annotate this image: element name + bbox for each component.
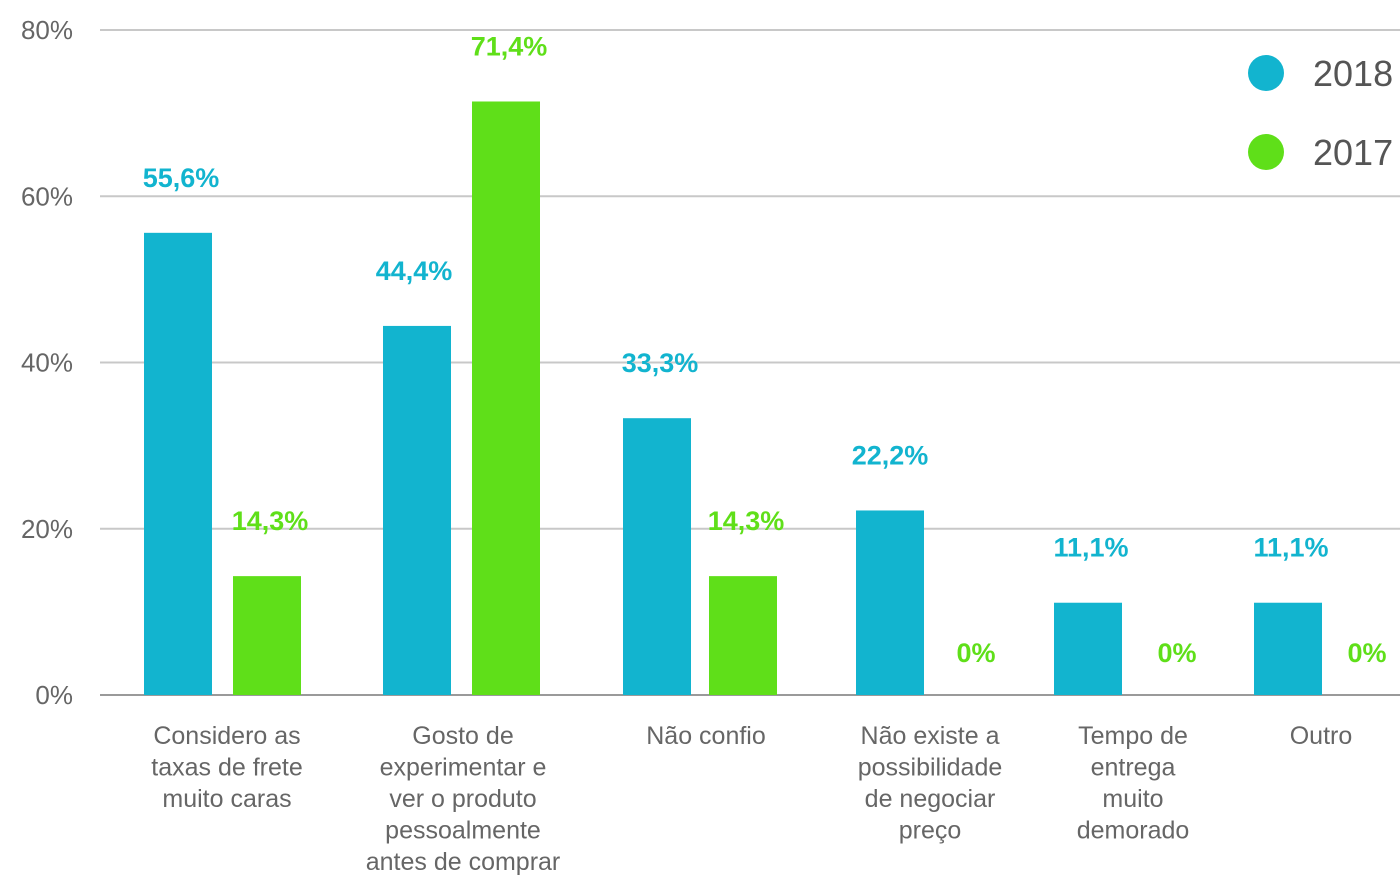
category-label: de negociar [865, 785, 996, 813]
data-label-2017-4: 0% [956, 638, 995, 668]
category-label: Outro [1290, 722, 1353, 750]
y-tick-label: 40% [21, 348, 73, 378]
bar-2018-6 [1254, 602, 1322, 695]
category-label: Não confio [646, 722, 766, 750]
bar-2018-2 [383, 325, 451, 695]
data-label-2017-6: 0% [1347, 638, 1386, 668]
data-label-2018-6: 11,1% [1253, 533, 1328, 563]
bar-2018-3 [623, 418, 691, 695]
legend-label-2018: 2018 [1313, 53, 1393, 94]
legend-label-2017: 2017 [1313, 132, 1393, 173]
bar-2017-1 [233, 576, 301, 695]
legend-marker-2017 [1248, 134, 1284, 170]
category-label: possibilidade [858, 754, 1003, 782]
bar-2017-3 [709, 576, 777, 695]
data-label-2018-2: 44,4% [376, 256, 453, 286]
bar-2018-4 [856, 510, 924, 695]
bar-2017-2 [472, 101, 540, 696]
y-tick-label: 60% [21, 181, 73, 211]
data-label-2017-2: 71,4% [471, 31, 548, 61]
data-label-2018-1: 55,6% [143, 163, 220, 193]
category-label: taxas de frete [151, 754, 302, 782]
bar-2018-5 [1054, 602, 1122, 695]
category-label: entrega [1091, 754, 1176, 782]
category-label: pessoalmente [385, 817, 541, 845]
category-label: Não existe a [861, 722, 1000, 750]
data-label-2018-4: 22,2% [852, 440, 929, 470]
category-label: Tempo de [1078, 722, 1188, 750]
bar-2018-1 [144, 232, 212, 695]
category-label: muito [1102, 785, 1163, 813]
legend-marker-2018 [1248, 55, 1284, 91]
category-label: muito caras [162, 785, 291, 813]
data-label-2018-5: 11,1% [1053, 533, 1128, 563]
data-label-2017-3: 14,3% [708, 506, 785, 536]
y-tick-label: 0% [35, 680, 73, 710]
y-tick-label: 20% [21, 514, 73, 544]
data-label-2017-1: 14,3% [232, 506, 309, 536]
category-label: experimentar e [380, 754, 547, 782]
category-label: demorado [1077, 817, 1190, 845]
category-label: ver o produto [389, 785, 536, 813]
data-label-2018-3: 33,3% [622, 348, 699, 378]
category-label: Considero as [153, 722, 300, 750]
category-label: Gosto de [412, 722, 513, 750]
data-label-2017-5: 0% [1157, 638, 1196, 668]
category-label: antes de comprar [366, 848, 561, 875]
y-tick-label: 80% [21, 15, 73, 45]
category-label: preço [899, 817, 962, 845]
